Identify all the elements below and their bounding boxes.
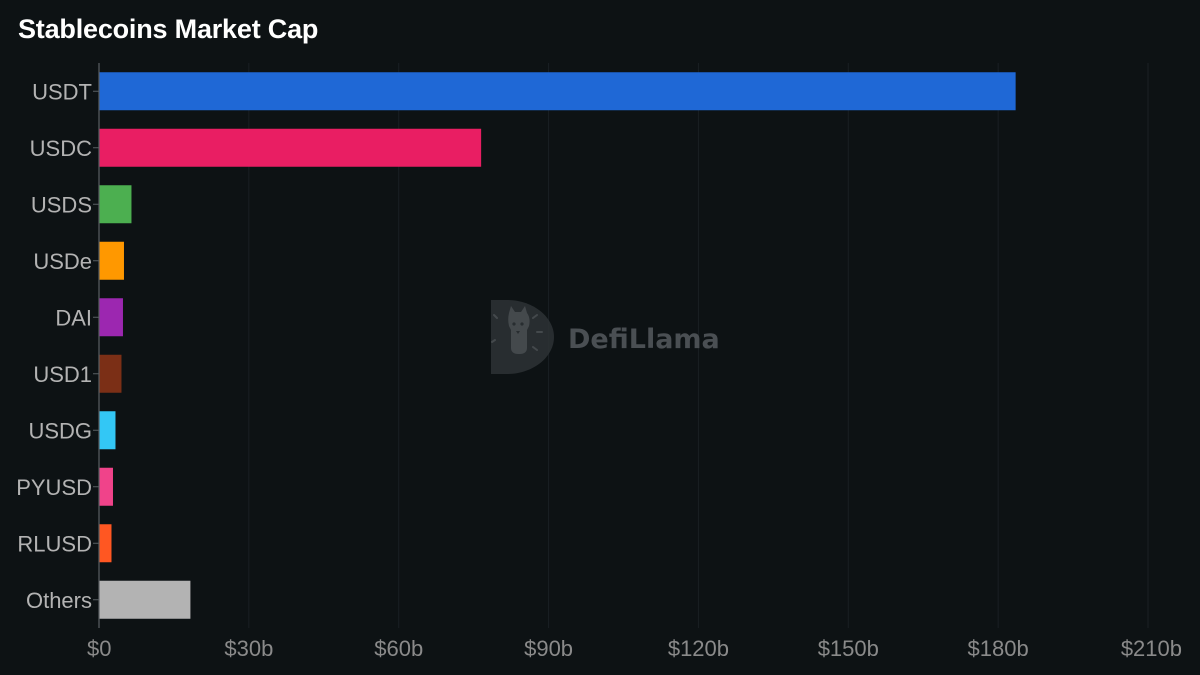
- bar-pyusd[interactable]: [99, 467, 113, 506]
- chart-title: Stablecoins Market Cap: [18, 14, 319, 44]
- bar-dai[interactable]: [99, 298, 123, 337]
- x-tick-label: $90b: [524, 636, 573, 661]
- axes: [93, 63, 100, 628]
- category-label: USDS: [31, 192, 92, 217]
- bar-rlusd[interactable]: [99, 524, 112, 563]
- bar-others[interactable]: [99, 580, 191, 619]
- category-label: USDG: [28, 418, 92, 443]
- watermark-text: DefiLlama: [568, 324, 720, 355]
- x-tick-label: $180b: [968, 636, 1029, 661]
- bar-usdg[interactable]: [99, 411, 116, 450]
- x-tick-label: $0: [87, 636, 111, 661]
- category-labels: USDT USDC USDS USDe DAI USD1 USDG PYUSD RLUSD Oth…: [16, 79, 92, 613]
- defillama-logo-icon: [491, 300, 554, 374]
- category-label: USDT: [32, 79, 92, 104]
- watermark: DefiLlama: [491, 300, 720, 374]
- category-label: PYUSD: [16, 475, 92, 500]
- tick-labels: $0 $30b $60b $90b $120b $150b $180b $210b: [87, 636, 1182, 661]
- category-label: Others: [26, 588, 92, 613]
- bar-usds[interactable]: [99, 185, 132, 224]
- bar-usdt[interactable]: [99, 72, 1016, 111]
- x-tick-label: $30b: [224, 636, 273, 661]
- x-tick-label: $60b: [374, 636, 423, 661]
- x-tick-label: $210b: [1121, 636, 1182, 661]
- category-label: RLUSD: [17, 531, 92, 556]
- category-label: USD1: [33, 362, 92, 387]
- bar-usd1[interactable]: [99, 354, 122, 393]
- bar-usde[interactable]: [99, 241, 124, 280]
- bar-usdc[interactable]: [99, 128, 482, 167]
- x-tick-label: $120b: [668, 636, 729, 661]
- category-label: USDC: [30, 136, 92, 161]
- category-label: USDe: [33, 249, 92, 274]
- bars: [99, 72, 1016, 619]
- category-label: DAI: [55, 305, 92, 330]
- x-tick-label: $150b: [818, 636, 879, 661]
